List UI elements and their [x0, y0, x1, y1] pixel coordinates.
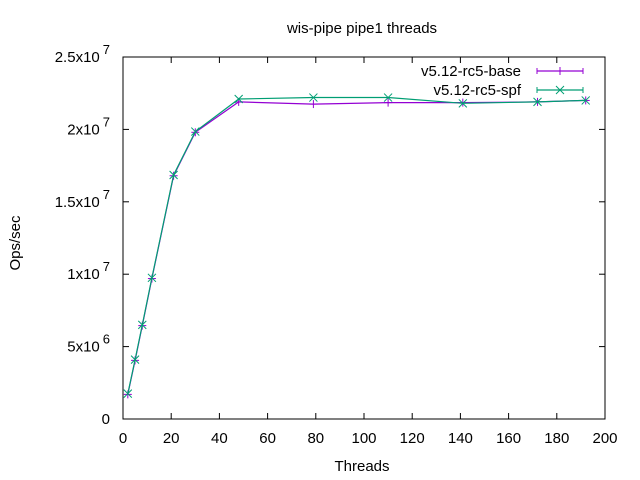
- x-axis-label: Threads: [334, 458, 389, 475]
- y-tick-label-exponent: 7: [103, 114, 110, 129]
- legend-label: v5.12-rc5-spf: [433, 82, 521, 99]
- plot-frame: [122, 56, 606, 420]
- x-tick-label: 160: [496, 430, 521, 447]
- y-tick-label: 1.5x10 7: [55, 187, 110, 211]
- series-v5.12-rc5-base: [123, 96, 590, 399]
- data-point: [581, 96, 591, 105]
- data-point: [533, 97, 542, 107]
- y-tick-label-mantissa: 2x10: [67, 121, 100, 138]
- legend-marker: [555, 85, 565, 95]
- data-point: [190, 127, 200, 136]
- x-tick-label: 60: [259, 430, 276, 447]
- legend-marker: [556, 67, 564, 75]
- y-tick-label-exponent: 7: [103, 259, 110, 274]
- x-tick-label: 120: [400, 430, 425, 447]
- y-tick-label: 5x10 6: [67, 332, 110, 356]
- series-line: [127, 99, 586, 395]
- x-tick-label: 20: [163, 430, 180, 447]
- plot-series: [123, 93, 591, 399]
- x-tick-label: 100: [351, 430, 376, 447]
- data-point: [309, 93, 318, 102]
- legend-item: v5.12-rc5-spf: [433, 82, 584, 99]
- chart-legend: v5.12-rc5-base v5.12-rc5-spf: [421, 63, 584, 99]
- y-tick-label: 1x10 7: [67, 259, 110, 283]
- data-point: [234, 94, 244, 104]
- data-point: [309, 100, 318, 109]
- data-point: [169, 170, 178, 180]
- series-line: [127, 96, 586, 394]
- data-point: [130, 355, 140, 364]
- data-point: [137, 320, 147, 330]
- y-tick-label-mantissa: 2.5x10: [55, 49, 100, 66]
- x-tick-label: 200: [592, 430, 617, 447]
- y-tick-label-mantissa: 0: [102, 411, 110, 428]
- x-tick-label: 80: [307, 430, 324, 447]
- legend-item: v5.12-rc5-base: [421, 63, 584, 80]
- legend-label: v5.12-rc5-base: [421, 63, 521, 80]
- y-tick-label-exponent: 7: [103, 42, 110, 57]
- data-point: [383, 93, 393, 102]
- data-point: [384, 98, 393, 107]
- data-point: [147, 273, 157, 283]
- y-tick-label-mantissa: 1.5x10: [55, 194, 100, 211]
- x-tick-label: 140: [448, 430, 473, 447]
- y-tick-label-exponent: 7: [103, 187, 110, 202]
- series-v5.12-rc5-spf: [123, 93, 591, 399]
- y-tick-label-exponent: 6: [103, 332, 110, 347]
- data-point: [458, 98, 468, 108]
- x-tick-label: 180: [544, 430, 569, 447]
- y-tick-label: 0: [102, 411, 110, 428]
- data-point: [123, 389, 133, 399]
- y-axis-label: Ops/sec: [7, 215, 24, 271]
- y-tick-label-mantissa: 5x10: [67, 339, 100, 356]
- x-tick-label: 40: [211, 430, 228, 447]
- y-tick-label: 2x10 7: [67, 114, 110, 138]
- y-tick-label-mantissa: 1x10: [67, 266, 100, 283]
- x-tick-label: 0: [119, 430, 127, 447]
- chart-title: wis-pipe pipe1 threads: [286, 20, 437, 37]
- y-tick-label: 2.5x10 7: [55, 42, 110, 66]
